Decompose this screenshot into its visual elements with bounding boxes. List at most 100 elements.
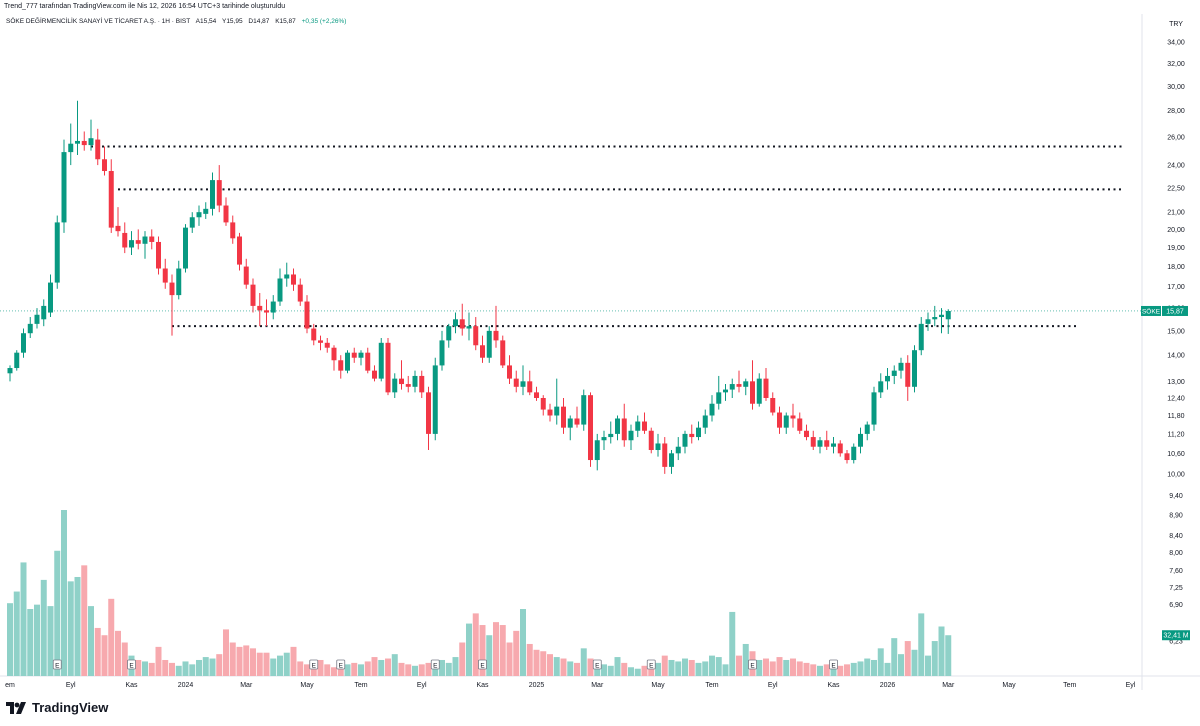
candle-body[interactable] [345,352,350,371]
candle-body[interactable] [102,159,107,172]
candle-body[interactable] [763,378,769,398]
candle-body[interactable] [723,389,728,393]
candle-body[interactable] [459,319,465,329]
candle-body[interactable] [628,430,634,441]
candle-body[interactable] [21,333,26,353]
candle-body[interactable] [540,397,546,410]
candle-body[interactable] [68,143,74,153]
candle-body[interactable] [135,240,141,244]
earnings-marker-icon[interactable] [336,659,346,670]
candle-body[interactable] [635,421,641,431]
candle-body[interactable] [851,446,857,461]
candle-body[interactable] [682,433,688,447]
candle-body[interactable] [581,395,587,425]
candle-body[interactable] [507,365,512,379]
candle-body[interactable] [412,375,418,387]
candle-body[interactable] [810,437,816,447]
candle-body[interactable] [176,268,182,296]
candle-body[interactable] [453,319,458,327]
candle-body[interactable] [277,278,283,302]
candle-body[interactable] [284,274,290,279]
candle-body[interactable] [291,274,296,285]
candle-body[interactable] [318,340,323,343]
candle-body[interactable] [486,330,492,358]
candle-body[interactable] [588,395,593,461]
candle-body[interactable] [878,381,884,393]
candle-body[interactable] [156,241,161,269]
candle-body[interactable] [54,222,60,283]
candle-body[interactable] [689,433,695,438]
candle-body[interactable] [264,310,269,313]
candle-body[interactable] [358,352,364,358]
candle-body[interactable] [304,301,310,329]
candle-body[interactable] [405,384,411,387]
candle-body[interactable] [939,314,944,318]
candle-body[interactable] [75,140,80,144]
candle-body[interactable] [115,225,121,232]
candle-body[interactable] [108,171,114,228]
candle-body[interactable] [925,319,931,324]
candle-body[interactable] [432,365,438,434]
candle-body[interactable] [399,378,404,385]
symbol-name[interactable]: SÖKE DEĞİRMENCİLİK SANAYİ VE TİCARET A.Ş… [6,18,191,25]
candle-body[interactable] [189,217,195,228]
candle-body[interactable] [824,440,830,447]
candle-body[interactable] [129,240,134,248]
candle-body[interactable] [237,236,242,265]
candle-body[interactable] [567,418,573,428]
candle-body[interactable] [905,362,911,387]
candle-body[interactable] [169,282,175,296]
candle-body[interactable] [702,415,708,428]
candle-body[interactable] [466,326,472,329]
candle-body[interactable] [183,227,188,269]
candle-body[interactable] [446,326,452,341]
earnings-marker-icon[interactable] [309,659,319,670]
candle-body[interactable] [912,350,917,387]
candle-body[interactable] [662,443,668,467]
earnings-marker-icon[interactable] [829,659,838,670]
candle-body[interactable] [918,323,924,351]
candle-body[interactable] [885,375,890,382]
candle-body[interactable] [601,437,607,441]
candle-body[interactable] [770,397,776,413]
candle-body[interactable] [243,266,249,285]
earnings-marker-icon[interactable] [592,659,602,670]
candle-body[interactable] [729,384,735,390]
candle-body[interactable] [142,236,148,244]
candle-body[interactable] [756,378,762,404]
candle-body[interactable] [7,368,13,374]
candle-body[interactable] [547,409,553,416]
candle-body[interactable] [270,301,276,313]
earnings-marker-icon[interactable] [52,659,62,670]
candle-body[interactable] [790,415,796,419]
candle-body[interactable] [223,205,229,223]
earnings-marker-icon[interactable] [478,659,487,670]
candle-body[interactable] [675,446,681,454]
earnings-marker-icon[interactable] [646,659,656,670]
candle-body[interactable] [716,392,722,404]
candle-body[interactable] [797,418,803,431]
candle-body[interactable] [14,352,20,369]
candle-body[interactable] [608,433,614,438]
candle-body[interactable] [783,415,789,428]
candle-body[interactable] [594,440,600,461]
candle-body[interactable] [696,427,701,438]
candle-body[interactable] [655,443,661,451]
candle-body[interactable] [858,433,863,447]
candle-body[interactable] [743,381,749,387]
candle-body[interactable] [520,381,526,387]
earnings-marker-icon[interactable] [430,659,440,670]
candle-body[interactable] [297,284,303,302]
candle-body[interactable] [311,328,317,341]
candle-body[interactable] [864,424,870,434]
candle-body[interactable] [554,406,560,416]
candle-body[interactable] [898,362,904,371]
candle-body[interactable] [736,384,742,387]
candle-body[interactable] [817,440,823,447]
candle-body[interactable] [561,406,566,428]
candle-body[interactable] [439,340,445,366]
candle-body[interactable] [149,236,155,242]
candle-body[interactable] [777,412,782,428]
candle-body[interactable] [621,418,627,441]
